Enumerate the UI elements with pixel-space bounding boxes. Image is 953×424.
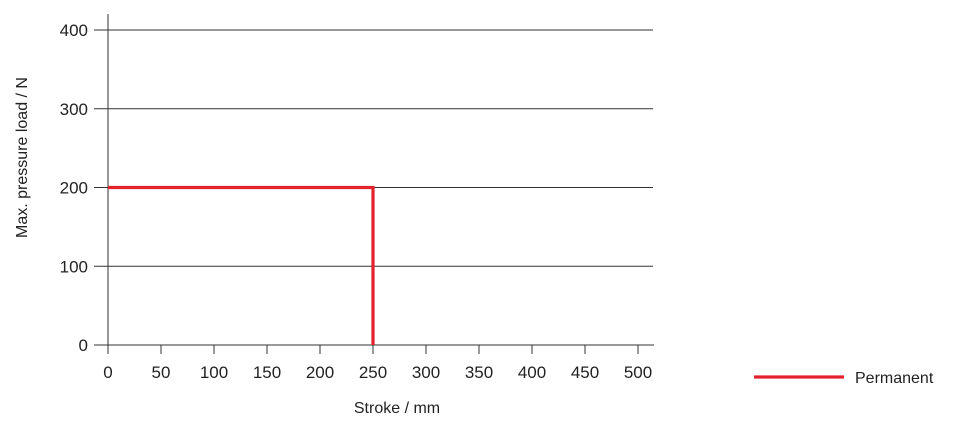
x-tick-label-100: 100 [200,363,228,382]
y-tick-label-300: 300 [60,100,88,119]
series-line-permanent [108,185,375,345]
y-tick-label-400: 400 [60,21,88,40]
x-tick-label-200: 200 [306,363,334,382]
legend-label-permanent: Permanent [855,370,934,387]
x-tick-label-350: 350 [465,363,493,382]
x-tick-label-500: 500 [624,363,652,382]
x-tick-label-50: 50 [152,363,171,382]
x-tick-label-0: 0 [103,363,112,382]
y-axis-title: Max. pressure load / N [14,77,31,238]
x-axis-title: Stroke / mm [354,400,440,417]
x-tick-label-450: 450 [571,363,599,382]
grid-lines [108,29,653,267]
x-tick-label-400: 400 [518,363,546,382]
y-tick-label-100: 100 [60,257,88,276]
data-series [108,185,375,345]
axes [94,14,654,354]
legend: Permanent [754,370,934,387]
tick-labels: 0 100 200 300 400 0 50 100 150 200 250 300 350 400 450… [60,21,653,382]
x-tick-label-250: 250 [359,363,387,382]
y-tick-label-0: 0 [79,336,88,355]
x-tick-label-150: 150 [253,363,281,382]
y-tick-label-200: 200 [60,179,88,198]
x-tick-label-300: 300 [412,363,440,382]
